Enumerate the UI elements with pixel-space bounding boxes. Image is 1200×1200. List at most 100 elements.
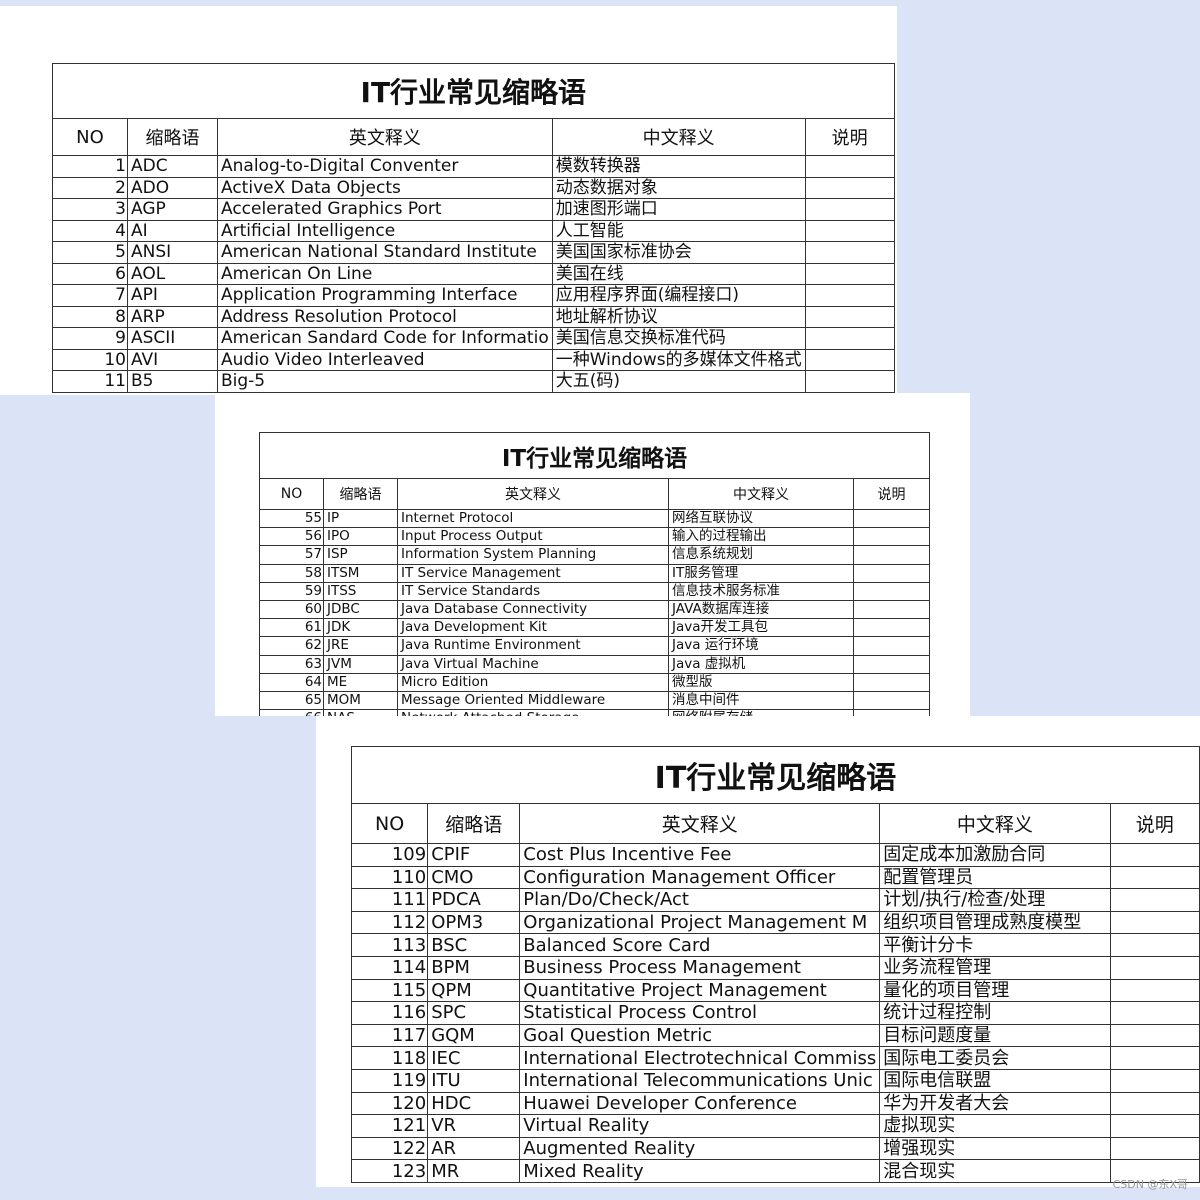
cell-abbr: JRE <box>323 636 398 656</box>
table-row: 11 B5 Big-5 大五(码) <box>52 370 895 393</box>
cell-chinese: 国际电信联盟 <box>879 1068 1111 1093</box>
table-title: IT行业常见缩略语 <box>52 63 895 119</box>
table-row: 4 AI Artificial Intelligence 人工智能 <box>52 219 895 242</box>
cell-english: Cost Plus Incentive Fee <box>519 843 881 867</box>
cell-english: Mixed Reality <box>519 1159 881 1183</box>
cell-chinese: 华为开发者大会 <box>879 1091 1111 1116</box>
cell-no: 115 <box>350 978 429 1003</box>
cell-chinese: 地址解析协议 <box>551 305 806 328</box>
table-row: 110 CMO Configuration Management Officer 配置… <box>350 865 1200 890</box>
cell-abbr: BPM <box>427 955 521 980</box>
cell-english: Java Virtual Machine <box>397 654 669 674</box>
cell-abbr: ADO <box>127 176 218 199</box>
cell-note <box>1109 1023 1200 1048</box>
cell-chinese: 混合现实 <box>879 1159 1111 1183</box>
cell-no: 112 <box>350 910 429 935</box>
table-row: 61 JDK Java Development Kit Java开发工具包 <box>259 618 930 638</box>
table-row: 3 AGP Accelerated Graphics Port 加速图形端口 <box>52 198 895 221</box>
cell-english: American On Line <box>217 262 553 285</box>
cell-no: 61 <box>259 618 324 638</box>
cell-no: 10 <box>52 348 128 371</box>
cell-chinese: 应用程序界面(编程接口) <box>551 284 806 307</box>
cell-note <box>853 581 930 601</box>
cell-note <box>804 284 895 307</box>
cell-abbr: ISP <box>323 545 398 565</box>
cell-abbr: VR <box>427 1114 521 1138</box>
cell-abbr: CPIF <box>427 843 521 867</box>
cell-chinese: 加速图形端口 <box>551 198 806 221</box>
table-row: 115 QPM Quantitative Project Management 量化的… <box>350 978 1200 1003</box>
cell-note <box>804 198 895 221</box>
cell-chinese: 增强现实 <box>879 1136 1111 1161</box>
cell-abbr: AVI <box>127 348 218 371</box>
cell-chinese: 业务流程管理 <box>879 955 1111 980</box>
table-row: 59 ITSS IT Service Standards 信息技术服务标准 <box>259 581 930 601</box>
cell-note <box>804 370 895 393</box>
table-row: 10 AVI Audio Video Interleaved 一种Windows的多媒… <box>52 348 895 371</box>
cell-abbr: AI <box>127 219 218 242</box>
cell-chinese: IT服务管理 <box>668 563 854 583</box>
table-row: 123 MR Mixed Reality 混合现实 <box>350 1159 1200 1183</box>
cell-chinese: 组织项目管理成熟度模型 <box>879 910 1111 935</box>
table-row: 5 ANSI American National Standard Institut… <box>52 241 895 264</box>
screenshot-panel-3: IT行业常见缩略语 NO 缩略语 英文释义 中文释义 说明 109 CPIF Cost Plus… <box>316 716 1200 1187</box>
cell-abbr: ANSI <box>127 241 218 264</box>
cell-note <box>1109 978 1200 1003</box>
column-header-abbr: 缩略语 <box>323 478 398 510</box>
cell-english: Big-5 <box>217 370 553 393</box>
cell-no: 2 <box>52 176 128 199</box>
table-row: 7 API Application Programming Interface 应用程… <box>52 284 895 307</box>
cell-english: Augmented Reality <box>519 1136 881 1161</box>
column-header-abbr: 缩略语 <box>427 803 521 844</box>
table-row: 121 VR Virtual Reality 虚拟现实 <box>350 1114 1200 1138</box>
cell-note <box>1109 1136 1200 1161</box>
table-row: 2 ADO ActiveX Data Objects 动态数据对象 <box>52 176 895 199</box>
cell-no: 111 <box>350 888 429 912</box>
cell-no: 59 <box>259 581 324 601</box>
cell-chinese: 量化的项目管理 <box>879 978 1111 1003</box>
cell-chinese: 动态数据对象 <box>551 176 806 199</box>
cell-abbr: JDBC <box>323 599 398 620</box>
table-row: 56 IPO Input Process Output 输入的过程输出 <box>259 527 930 547</box>
cell-no: 114 <box>350 955 429 980</box>
cell-chinese: 平衡计分卡 <box>879 933 1111 957</box>
screenshot-panel-2: IT行业常见缩略语 NO 缩略语 英文释义 中文释义 说明 55 IP Internet Pro… <box>215 393 970 716</box>
cell-chinese: 消息中间件 <box>668 690 854 711</box>
cell-chinese: 美国在线 <box>551 262 806 285</box>
cell-note <box>1109 1114 1200 1138</box>
cell-abbr: MR <box>427 1159 521 1183</box>
screenshot-panel-1: IT行业常见缩略语 NO 缩略语 英文释义 中文释义 说明 1 ADC Analog-to-Di… <box>0 6 897 395</box>
cell-note <box>804 348 895 371</box>
table-row: 64 ME Micro Edition 微型版 <box>259 672 930 692</box>
cell-english: Goal Question Metric <box>519 1023 881 1048</box>
cell-english: American Sandard Code for Informatio <box>217 327 553 350</box>
cell-english: IT Service Management <box>397 563 669 583</box>
cell-note <box>1109 955 1200 980</box>
cell-english: Accelerated Graphics Port <box>217 198 553 221</box>
table-row: 109 CPIF Cost Plus Incentive Fee 固定成本加激励合同 <box>350 843 1200 867</box>
cell-abbr: BSC <box>427 933 521 957</box>
table-row: 112 OPM3 Organizational Project Management… <box>350 910 1200 935</box>
cell-english: Information System Planning <box>397 545 669 565</box>
cell-no: 110 <box>350 865 429 890</box>
cell-note <box>1109 910 1200 935</box>
cell-chinese: 模数转换器 <box>551 155 806 178</box>
cell-note <box>1109 843 1200 867</box>
cell-no: 119 <box>350 1068 429 1093</box>
cell-abbr: ITU <box>427 1068 521 1093</box>
cell-chinese: Java 虚拟机 <box>668 654 854 674</box>
cell-abbr: ITSM <box>323 563 398 583</box>
table-row: 65 MOM Message Oriented Middleware 消息中间件 <box>259 690 930 711</box>
cell-chinese: 大五(码) <box>551 370 806 393</box>
column-header-no: NO <box>350 803 429 844</box>
cell-note <box>1109 1046 1200 1070</box>
column-header-english: 英文释义 <box>217 118 553 156</box>
cell-english: Organizational Project Management M <box>519 910 881 935</box>
table-row: 62 JRE Java Runtime Environment Java 运行环境 <box>259 636 930 656</box>
column-header-chinese: 中文释义 <box>668 478 854 510</box>
table-row: 113 BSC Balanced Score Card 平衡计分卡 <box>350 933 1200 957</box>
cell-no: 117 <box>350 1023 429 1048</box>
cell-no: 123 <box>350 1159 429 1183</box>
cell-english: Java Development Kit <box>397 618 669 638</box>
cell-note <box>853 618 930 638</box>
